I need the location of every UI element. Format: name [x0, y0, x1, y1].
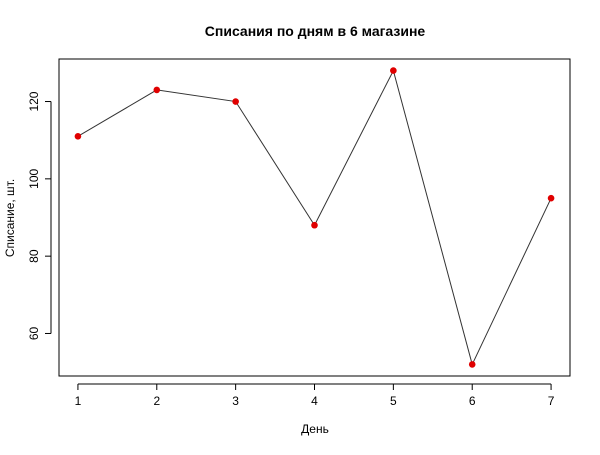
data-point — [153, 86, 161, 94]
y-axis-label: Списание, шт. — [3, 179, 17, 257]
x-tick-label: 2 — [153, 394, 160, 408]
plot-frame — [58, 58, 571, 377]
series-line — [77, 69, 552, 366]
x-tick-label: 7 — [548, 394, 555, 408]
series-group — [74, 67, 555, 368]
data-point — [74, 133, 82, 140]
x-tick-label: 3 — [232, 394, 239, 408]
data-point — [232, 98, 239, 105]
y-tick-label: 80 — [27, 249, 41, 263]
data-point — [390, 67, 397, 74]
x-tick-label: 1 — [75, 394, 82, 408]
data-point — [547, 194, 555, 202]
y-axis: 60 80 100 120 — [27, 91, 52, 340]
x-tick-label: 6 — [469, 394, 476, 408]
x-axis: 1 2 3 4 5 6 7 — [75, 383, 555, 408]
chart-title: Списания по дням в 6 магазине — [205, 23, 426, 39]
y-tick-label: 120 — [27, 91, 41, 111]
y-tick-label: 60 — [27, 326, 41, 340]
y-tick-label: 100 — [27, 169, 41, 189]
data-point — [468, 361, 476, 368]
x-tick-label: 4 — [311, 394, 318, 408]
data-point — [311, 221, 318, 229]
x-tick-label: 5 — [390, 394, 397, 408]
x-axis-label: День — [301, 422, 329, 436]
